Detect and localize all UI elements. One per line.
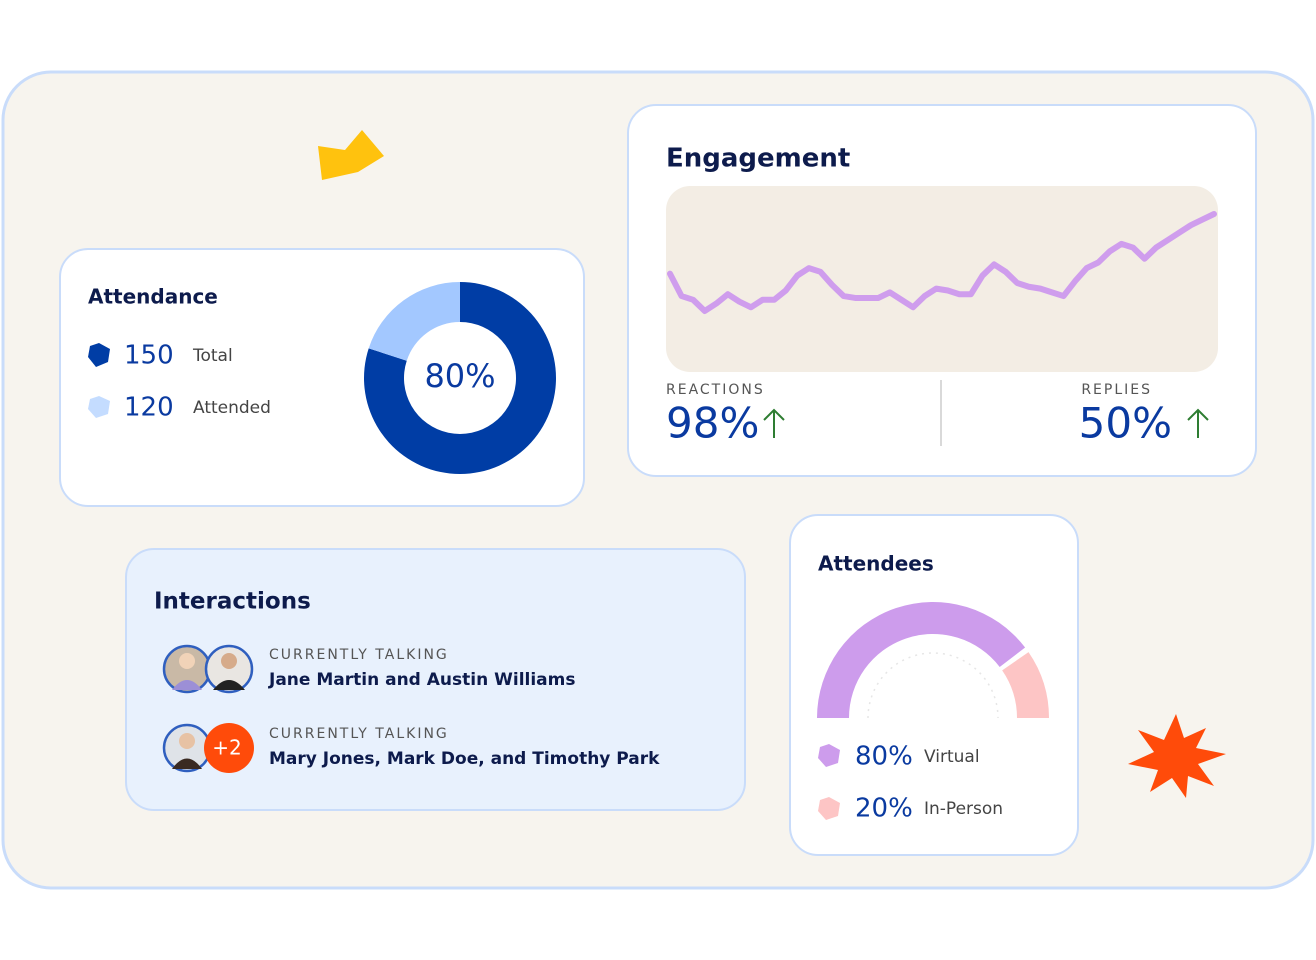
more-badge (204, 723, 254, 773)
legend-icon (818, 797, 840, 820)
status: CURRENTLY TALKING (269, 647, 449, 663)
legend-value: 20% (855, 794, 913, 824)
card-title: Interactions (154, 589, 311, 615)
line-chart (667, 211, 1217, 314)
donut-center: 80% (424, 357, 495, 395)
up-arrow (763, 408, 785, 438)
decor-star (1128, 714, 1226, 798)
gauge-guide (867, 652, 999, 719)
legend-value: 150 (124, 341, 174, 371)
legend-icon (88, 396, 110, 418)
stat-value: 50% (1079, 399, 1172, 448)
card-title: Engagement (666, 144, 850, 174)
stat-value: 98% (666, 399, 759, 448)
plot-area (666, 186, 1218, 372)
line-series (667, 211, 1217, 314)
legend-label: Total (192, 346, 233, 366)
gauge-segment (1002, 652, 1049, 718)
avatar (162, 723, 212, 773)
attendees-card (789, 514, 1079, 856)
more-count: +2 (212, 736, 241, 760)
donut (364, 282, 557, 474)
status: CURRENTLY TALKING (269, 726, 449, 742)
names: Mary Jones, Mark Doe, and Timothy Park (269, 749, 660, 769)
up-arrow (1187, 408, 1209, 438)
donut-segment (368, 282, 460, 361)
legend-label: Attended (193, 398, 271, 418)
card-title: Attendance (88, 285, 218, 309)
legend-value: 120 (124, 393, 174, 423)
decor-blob (318, 130, 384, 180)
card-title: Attendees (818, 552, 934, 576)
avatar (204, 644, 254, 694)
interactions-card (125, 548, 746, 811)
names: Jane Martin and Austin Williams (268, 670, 575, 690)
gauge-segment (817, 601, 1026, 718)
legend-label: In-Person (924, 799, 1003, 819)
legend-label: Virtual (924, 747, 980, 767)
stat-label: REACTIONS (666, 382, 765, 398)
legend-value: 80% (855, 742, 913, 772)
legend-icon (88, 343, 110, 367)
stat-label: REPLIES (1081, 382, 1152, 398)
donut-segment (364, 282, 557, 474)
legend-icon (818, 744, 840, 767)
gauge (817, 601, 1049, 718)
avatar (162, 644, 212, 694)
